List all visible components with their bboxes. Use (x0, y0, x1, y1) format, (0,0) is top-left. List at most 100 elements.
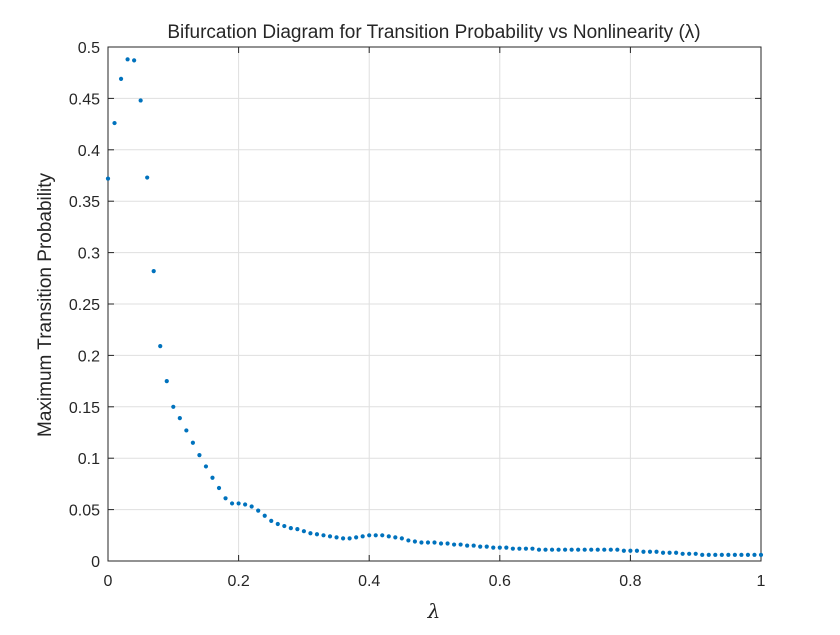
data-point (386, 534, 391, 539)
data-point (380, 533, 385, 538)
y-tick-label: 0.25 (69, 297, 100, 314)
data-point (308, 531, 313, 536)
x-tick-label: 0.4 (358, 573, 380, 590)
data-point (465, 543, 470, 548)
data-point (628, 548, 633, 553)
data-point (484, 544, 489, 549)
data-point (210, 475, 215, 480)
x-tick-label: 1 (757, 573, 766, 590)
data-point (262, 513, 267, 518)
data-point (301, 529, 306, 534)
data-point (523, 546, 529, 551)
data-point (497, 545, 502, 550)
data-point (543, 547, 548, 552)
data-point (164, 379, 169, 384)
data-point (563, 547, 568, 552)
data-point (184, 428, 189, 433)
data-point (713, 552, 718, 557)
y-tick-label: 0.35 (69, 194, 100, 211)
data-point (732, 552, 737, 557)
data-point (549, 547, 555, 552)
data-point (177, 416, 182, 421)
data-point (517, 546, 522, 551)
data-point (478, 544, 483, 549)
grid-lines (108, 47, 761, 561)
data-point (615, 547, 620, 552)
data-point (269, 518, 274, 524)
data-point (582, 547, 587, 552)
data-point (216, 485, 222, 491)
data-point (510, 546, 515, 551)
data-point (125, 57, 130, 62)
data-point (295, 527, 300, 532)
data-point (438, 541, 444, 546)
data-point (158, 344, 163, 349)
data-point (504, 545, 509, 550)
data-point (530, 546, 535, 551)
data-point (288, 526, 293, 531)
data-point (229, 501, 235, 506)
data-point (360, 534, 365, 539)
data-point (589, 547, 594, 552)
data-point (282, 523, 287, 529)
data-point (471, 543, 476, 548)
data-point (726, 552, 731, 557)
data-point (674, 550, 679, 555)
data-point (634, 548, 640, 553)
y-tick-label: 0 (91, 554, 100, 571)
data-point (354, 535, 359, 540)
y-tick-label: 0.45 (69, 91, 100, 108)
data-point (445, 541, 450, 546)
y-tick-label: 0.5 (78, 40, 100, 57)
x-tick-label: 0.6 (489, 573, 511, 590)
data-point (406, 538, 411, 543)
data-point (334, 535, 339, 540)
data-point (425, 540, 431, 545)
x-axis-label: λ (427, 599, 441, 623)
x-tick-label: 0 (104, 573, 113, 590)
data-points (105, 57, 764, 557)
data-point (171, 404, 176, 409)
data-point (602, 547, 607, 552)
data-point (190, 440, 195, 445)
data-point (145, 175, 150, 180)
data-point (608, 547, 613, 552)
data-point (752, 552, 757, 557)
data-point (314, 532, 320, 537)
y-tick-label: 0.05 (69, 503, 100, 520)
data-point (373, 533, 378, 538)
data-point (138, 98, 143, 103)
data-point (451, 542, 457, 547)
y-tick-label: 0.3 (78, 246, 100, 263)
data-point (112, 120, 117, 126)
data-point (654, 549, 659, 554)
y-tick-label: 0.2 (78, 348, 100, 365)
data-point (367, 533, 372, 538)
data-point (680, 551, 685, 556)
data-point (687, 551, 692, 556)
data-point (197, 453, 202, 458)
data-point (641, 549, 646, 554)
data-point (432, 540, 437, 545)
y-tick-label: 0.15 (69, 400, 100, 417)
data-point (249, 504, 254, 509)
data-point (569, 547, 574, 552)
data-point (458, 542, 463, 547)
data-point (275, 521, 280, 527)
data-point (236, 501, 241, 506)
chart-title: Bifurcation Diagram for Transition Proba… (167, 22, 700, 43)
data-point (739, 552, 744, 557)
x-tick-label: 0.2 (227, 573, 249, 590)
axis-tick-labels: 0 0.2 0.4 0.6 0.8 1 0 0.05 0.1 0.15 0.2 0.25 0.3 0.35… (69, 40, 766, 590)
data-point (105, 176, 111, 181)
data-point (132, 58, 137, 63)
data-point (719, 552, 724, 557)
y-tick-label: 0.1 (78, 451, 100, 468)
data-point (419, 540, 424, 545)
data-point (700, 552, 705, 557)
x-tick-label: 0.8 (619, 573, 641, 590)
data-point (203, 464, 209, 469)
data-point (693, 551, 698, 556)
data-point (647, 549, 653, 554)
